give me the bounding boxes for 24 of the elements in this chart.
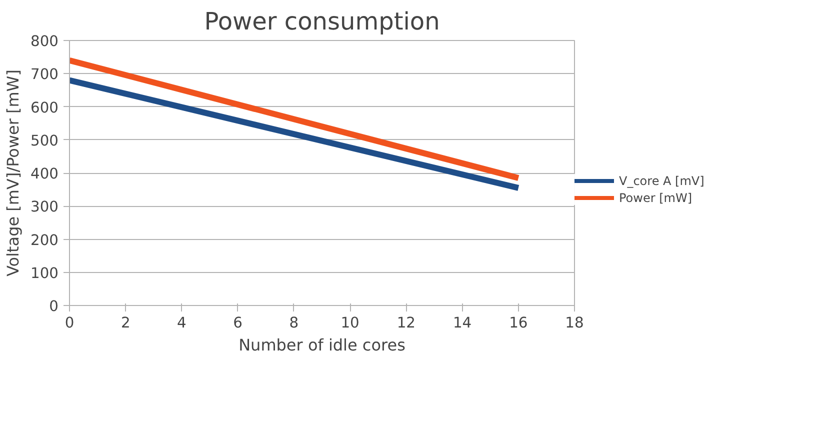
x-tick-label: 10 (340, 314, 360, 332)
x-axis-title: Number of idle cores (238, 336, 406, 354)
x-tick-label: 14 (452, 314, 472, 332)
y-tick-label: 800 (30, 33, 59, 50)
x-tick-label: 2 (120, 314, 130, 332)
y-tick-label: 0 (49, 298, 59, 315)
chart-title: Power consumption (204, 8, 440, 36)
x-tick-label: 12 (396, 314, 416, 332)
y-tick-label: 400 (30, 166, 59, 182)
y-tick-label: 600 (30, 99, 59, 116)
legend-label: V_core A [mV] (619, 174, 704, 188)
x-tick-label: 4 (177, 314, 186, 332)
y-tick-label: 700 (30, 66, 59, 84)
legend-label: Power [mW] (619, 191, 692, 205)
x-tick-label: 6 (233, 314, 242, 332)
y-tick-label: 200 (30, 232, 59, 249)
x-tick-label: 8 (289, 314, 299, 332)
y-tick-label: 300 (30, 198, 59, 216)
y-tick-label: 100 (30, 264, 59, 282)
y-tick-label: 500 (30, 132, 59, 150)
x-tick-label: 16 (509, 314, 528, 332)
x-tick-label: 0 (64, 314, 74, 332)
y-axis-title: Voltage [mV]/Power [mW] (4, 70, 23, 276)
x-tick-label: 18 (565, 314, 584, 332)
